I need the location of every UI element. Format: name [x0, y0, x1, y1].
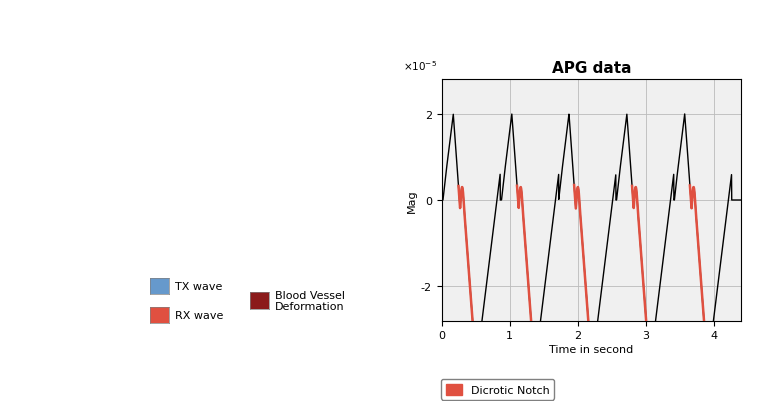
Legend: Dicrotic Notch: Dicrotic Notch [441, 379, 554, 399]
Text: RX wave: RX wave [175, 310, 223, 320]
Text: $\times10^{-5}$: $\times10^{-5}$ [402, 59, 437, 73]
Text: TX wave: TX wave [175, 282, 223, 292]
X-axis label: Time in second: Time in second [549, 344, 634, 354]
Title: APG data: APG data [551, 61, 631, 76]
Y-axis label: Mag: Mag [406, 189, 416, 212]
Text: Blood Vessel
Deformation: Blood Vessel Deformation [275, 290, 345, 312]
